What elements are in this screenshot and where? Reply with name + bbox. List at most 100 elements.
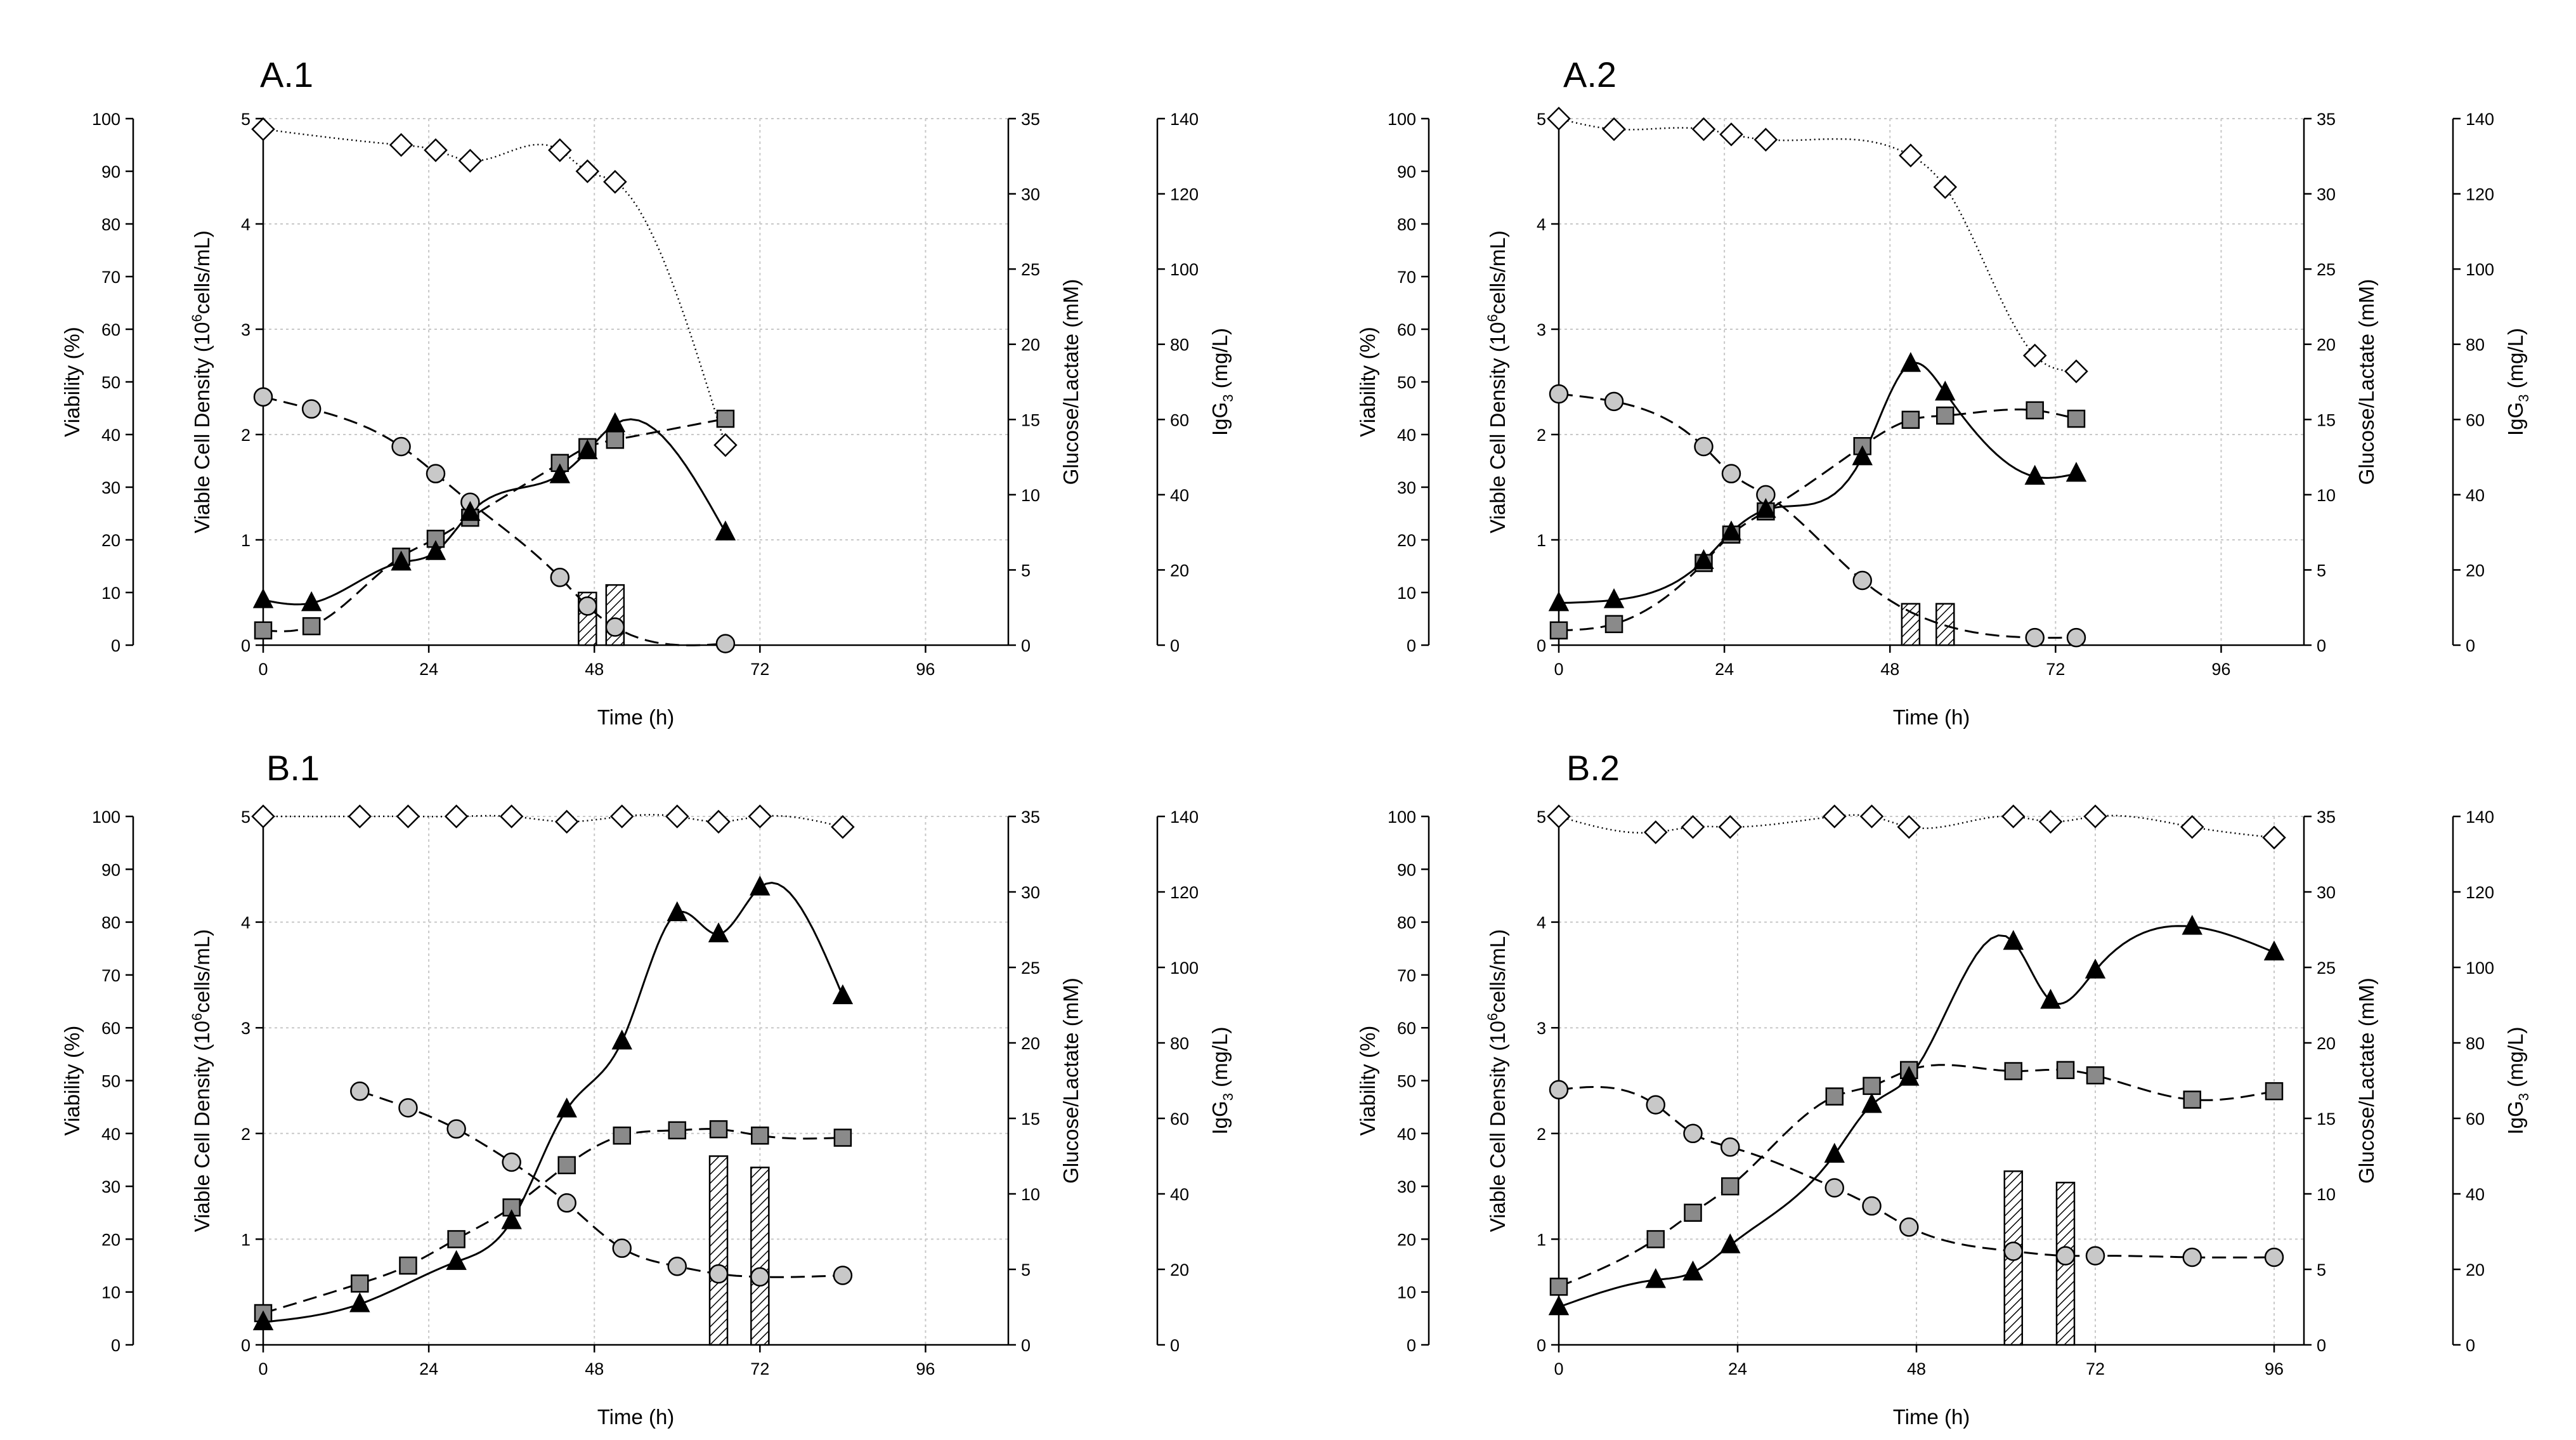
tick-label-viability: 10 [101, 584, 120, 603]
axis-title-viability: Viability (%) [1356, 327, 1379, 437]
tick-label-viability: 70 [1397, 268, 1416, 287]
marker-vcd [1604, 615, 1623, 634]
marker-glucose [833, 1266, 853, 1285]
marker-viability [1602, 117, 1626, 141]
fit-curve-triangle [263, 418, 727, 606]
marker-lactate [1720, 1233, 1741, 1253]
tick-label-glc: 10 [1021, 1185, 1040, 1204]
marker-glucose [2264, 1247, 2284, 1267]
fit-curve-square [1558, 409, 2077, 632]
series-viable-cell-density [254, 409, 735, 640]
marker-vcd [2004, 1062, 2022, 1080]
bar-igg3 [1901, 603, 1921, 646]
axis-x: 0 24 48 72 96 Time (h) [1554, 644, 2304, 729]
marker-glucose [2066, 627, 2086, 648]
marker-lactate [2065, 462, 2087, 482]
axis-vcd: 0 1 2 3 4 5 Viable Cell Density (106cells/mL) [1485, 808, 1560, 1355]
tick-label-viability: 90 [1397, 162, 1416, 181]
marker-viability [1718, 815, 1743, 839]
tick-label-viability: 30 [101, 478, 120, 497]
marker-glucose [398, 1098, 418, 1118]
axis-title-vcd: Viable Cell Density (106cells/mL) [189, 230, 214, 533]
axis-title-vcd: Viable Cell Density (106cells/mL) [189, 929, 214, 1233]
tick-label-glc: 0 [1021, 1336, 1031, 1355]
axis-title-glc: Glucose/Lactate (mM) [1059, 978, 1083, 1184]
tick-label-igg: 80 [1170, 1034, 1189, 1053]
axis-igg: 0 20 40 60 80 100 120 140 IgG3 (mg/L) [1156, 808, 1236, 1355]
axis-vcd: 0 1 2 3 4 5 Viable Cell Density (106cells/mL) [189, 110, 264, 655]
marker-viability [1691, 117, 1716, 141]
marker-lactate [577, 439, 598, 459]
marker-viability [1822, 804, 1847, 828]
tick-label-x: 96 [2211, 660, 2230, 679]
series-lactate [252, 875, 854, 1331]
tick-label-x: 96 [2265, 1359, 2284, 1378]
series-glucose [350, 1081, 853, 1287]
bar-igg3 [708, 1155, 729, 1346]
tick-label-glc: 20 [2317, 336, 2336, 355]
tick-label-vcd: 4 [1537, 215, 1546, 234]
marker-vcd [302, 617, 321, 636]
tick-label-igg: 0 [1170, 1336, 1180, 1355]
tick-label-vcd: 2 [241, 1125, 250, 1144]
tick-label-viability: 0 [1407, 1336, 1416, 1355]
tick-label-glc: 30 [1021, 883, 1040, 902]
axis-vcd: 0 1 2 3 4 5 Viable Cell Density (106cells/mL) [189, 808, 264, 1355]
axis-glucose-lactate: 0 5 10 15 20 25 30 35 Glucose/Lactate (mM) [2303, 110, 2378, 655]
axis-title-viability: Viability (%) [1356, 1026, 1379, 1136]
marker-viability [1643, 820, 1668, 844]
tick-label-glc: 15 [1021, 410, 1040, 429]
marker-lactate [1603, 588, 1625, 608]
tick-label-glc: 15 [2317, 1109, 2336, 1129]
series-viable-cell-density [1549, 1061, 2284, 1296]
tick-label-viability: 20 [101, 1230, 120, 1249]
tick-label-x: 48 [1880, 660, 1899, 679]
axis-title-x: Time (h) [597, 1405, 675, 1429]
tick-label-igg: 120 [2466, 883, 2494, 902]
panel-title: B.2 [1566, 748, 1620, 788]
tick-label-igg: 120 [1170, 185, 1199, 204]
tick-label-x: 0 [258, 660, 268, 679]
marker-glucose [350, 1081, 370, 1101]
axis-x: 0 24 48 72 96 Time (h) [1554, 1344, 2304, 1429]
axis-viability: 0 10 20 30 40 50 60 70 80 90 100 Viability (%) [1356, 110, 1430, 655]
series-lactate [252, 412, 736, 612]
tick-label-vcd: 2 [1537, 426, 1546, 445]
tick-label-igg: 140 [1170, 110, 1199, 129]
tick-label-x: 96 [916, 1359, 935, 1378]
tick-label-igg: 80 [1170, 336, 1189, 355]
tick-label-viability: 100 [92, 110, 120, 129]
marker-glucose [612, 1238, 632, 1258]
tick-label-glc: 10 [1021, 486, 1040, 505]
marker-viability [665, 804, 689, 828]
marker-glucose [1899, 1217, 1919, 1237]
tick-label-glc: 0 [1021, 636, 1031, 655]
axis-title-viability: Viability (%) [60, 1026, 84, 1136]
marker-viability [1933, 175, 1958, 199]
marker-viability [575, 159, 600, 183]
tick-label-vcd: 5 [241, 808, 250, 827]
marker-vcd [2265, 1082, 2284, 1101]
tick-label-glc: 30 [1021, 185, 1040, 204]
tick-label-viability: 40 [101, 1125, 120, 1144]
axis-title-vcd: Viable Cell Density (106cells/mL) [1485, 230, 1509, 533]
tick-label-x: 24 [419, 660, 438, 679]
marker-vcd [833, 1129, 852, 1147]
tick-label-viability: 50 [1397, 373, 1416, 392]
axis-x: 0 24 48 72 96 Time (h) [258, 1344, 1008, 1429]
tick-label-viability: 30 [1397, 478, 1416, 497]
tick-label-x: 72 [750, 1359, 769, 1378]
axis-title-glc: Glucose/Lactate (mM) [1059, 279, 1083, 485]
tick-label-glc: 10 [2317, 486, 2336, 505]
tick-label-viability: 40 [101, 426, 120, 445]
marker-vcd [399, 1256, 417, 1275]
marker-glucose [550, 568, 570, 587]
tick-label-glc: 35 [1021, 808, 1040, 827]
tick-label-x: 72 [2086, 1359, 2105, 1378]
series-viability [1547, 804, 2286, 850]
marker-lactate [1861, 1092, 1882, 1113]
tick-label-x: 48 [1907, 1359, 1926, 1378]
tick-label-glc: 25 [2317, 959, 2336, 978]
